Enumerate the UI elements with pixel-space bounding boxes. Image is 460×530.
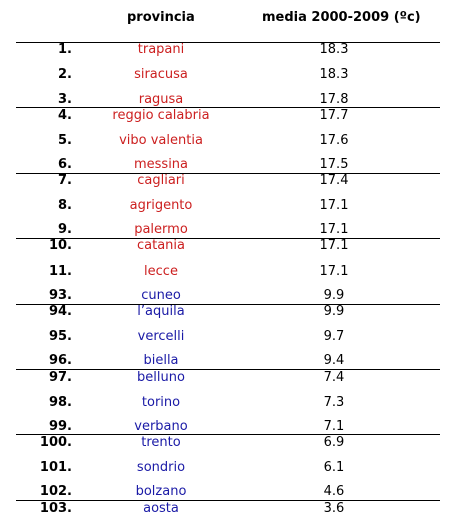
province-cell: trapani xyxy=(137,42,185,57)
province-cell: messina xyxy=(133,157,189,172)
table-row: 97. belluno 7.4 xyxy=(0,370,460,390)
table-row: 103. aosta 3.6 xyxy=(0,501,460,521)
rank-cell: 96. xyxy=(48,353,72,368)
province-cell: reggio calabria xyxy=(112,108,210,123)
value-cell: 17.7 xyxy=(319,108,349,123)
province-cell: biella xyxy=(143,353,179,368)
rank-cell: 11. xyxy=(48,264,72,279)
value-cell: 17.5 xyxy=(319,157,349,172)
table-row: 2. siracusa 18.3 xyxy=(0,67,460,87)
table-divider xyxy=(16,42,440,43)
province-cell: torino xyxy=(141,395,181,410)
value-cell: 17.8 xyxy=(319,92,349,107)
value-cell: 17.1 xyxy=(319,238,349,253)
value-cell: 9.9 xyxy=(323,304,345,319)
value-cell: 17.1 xyxy=(319,264,349,279)
table-divider xyxy=(16,107,440,108)
rank-cell: 98. xyxy=(48,395,72,410)
province-cell: bolzano xyxy=(135,484,187,499)
rank-cell: 5. xyxy=(58,133,72,148)
table-divider xyxy=(16,500,440,501)
table-row: 9. palermo 17.1 xyxy=(0,222,460,242)
table-row: 4. reggio calabria 17.7 xyxy=(0,108,460,128)
table-row: 10. catania 17.1 xyxy=(0,238,460,258)
column-header-media: media 2000-2009 (ºc) xyxy=(262,10,421,25)
rank-cell: 95. xyxy=(48,329,72,344)
rank-cell: 2. xyxy=(58,67,72,82)
table-row: 101. sondrio 6.1 xyxy=(0,460,460,480)
province-cell: lecce xyxy=(144,264,178,279)
rank-cell: 10. xyxy=(48,238,72,253)
rank-cell: 1. xyxy=(58,42,72,57)
value-cell: 18.3 xyxy=(319,42,349,57)
table-row: 7. cagliari 17.4 xyxy=(0,173,460,193)
table-row: 102. bolzano 4.6 xyxy=(0,484,460,504)
province-cell: catania xyxy=(137,238,185,253)
value-cell: 17.1 xyxy=(319,222,349,237)
table-row: 5. vibo valentia 17.6 xyxy=(0,133,460,153)
value-cell: 3.6 xyxy=(323,501,345,516)
value-cell: 7.1 xyxy=(323,419,345,434)
rank-cell: 94. xyxy=(48,304,72,319)
table-divider xyxy=(16,238,440,239)
rank-cell: 97. xyxy=(48,370,72,385)
value-cell: 4.6 xyxy=(323,484,345,499)
value-cell: 7.4 xyxy=(323,370,345,385)
province-cell: belluno xyxy=(137,370,185,385)
table-row: 8. agrigento 17.1 xyxy=(0,198,460,218)
rank-cell: 103. xyxy=(39,501,72,516)
rank-cell: 7. xyxy=(58,173,72,188)
table-divider xyxy=(16,304,440,305)
rank-cell: 3. xyxy=(58,92,72,107)
value-cell: 9.9 xyxy=(323,288,345,303)
rank-cell: 9. xyxy=(58,222,72,237)
table-row: 95. vercelli 9.7 xyxy=(0,329,460,349)
value-cell: 9.4 xyxy=(323,353,345,368)
province-cell: aosta xyxy=(143,501,179,516)
rank-cell: 4. xyxy=(58,108,72,123)
table-row: 11. lecce 17.1 xyxy=(0,264,460,284)
value-cell: 9.7 xyxy=(323,329,345,344)
value-cell: 17.4 xyxy=(319,173,349,188)
table-row: 96. biella 9.4 xyxy=(0,353,460,373)
table-divider xyxy=(16,369,440,370)
value-cell: 6.1 xyxy=(323,460,345,475)
value-cell: 17.1 xyxy=(319,198,349,213)
rank-cell: 8. xyxy=(58,198,72,213)
value-cell: 18.3 xyxy=(319,67,349,82)
province-cell: vibo valentia xyxy=(119,133,203,148)
province-cell: cagliari xyxy=(137,173,185,188)
province-cell: agrigento xyxy=(129,198,193,213)
table-row: 3. ragusa 17.8 xyxy=(0,92,460,112)
province-cell: palermo xyxy=(134,222,188,237)
rank-cell: 6. xyxy=(58,157,72,172)
province-cell: ragusa xyxy=(138,92,184,107)
table-row: 93. cuneo 9.9 xyxy=(0,288,460,308)
province-cell: vercelli xyxy=(137,329,185,344)
value-cell: 17.6 xyxy=(319,133,349,148)
table-divider xyxy=(16,434,440,435)
column-header-provincia: provincia xyxy=(127,10,195,25)
rank-cell: 100. xyxy=(39,435,72,450)
value-cell: 6.9 xyxy=(323,435,345,450)
table-row: 1. trapani 18.3 xyxy=(0,42,460,62)
province-cell: cuneo xyxy=(141,288,181,303)
table-row: 94. l’aquila 9.9 xyxy=(0,304,460,324)
table-divider xyxy=(16,173,440,174)
rank-cell: 102. xyxy=(39,484,72,499)
value-cell: 7.3 xyxy=(323,395,345,410)
table-row: 6. messina 17.5 xyxy=(0,157,460,177)
province-cell: verbano xyxy=(134,419,188,434)
table-row: 99. verbano 7.1 xyxy=(0,419,460,439)
province-cell: trento xyxy=(141,435,181,450)
rank-cell: 93. xyxy=(48,288,72,303)
table-row: 98. torino 7.3 xyxy=(0,395,460,415)
rank-cell: 101. xyxy=(39,460,72,475)
province-cell: siracusa xyxy=(134,67,188,82)
province-cell: l’aquila xyxy=(137,304,185,319)
table-row: 100. trento 6.9 xyxy=(0,435,460,455)
rank-cell: 99. xyxy=(48,419,72,434)
province-cell: sondrio xyxy=(136,460,186,475)
